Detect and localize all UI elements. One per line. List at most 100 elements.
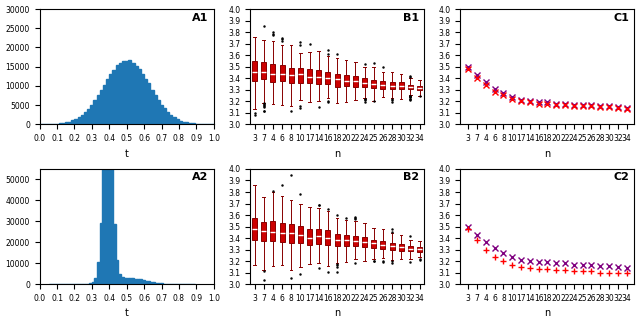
PathPatch shape: [289, 67, 294, 83]
PathPatch shape: [316, 229, 321, 244]
PathPatch shape: [399, 244, 404, 251]
Bar: [129, 278, 132, 284]
PathPatch shape: [399, 82, 404, 89]
PathPatch shape: [252, 61, 257, 81]
Text: B2: B2: [403, 172, 419, 182]
Bar: [128, 60, 131, 124]
X-axis label: t: t: [125, 148, 129, 158]
PathPatch shape: [252, 218, 257, 240]
PathPatch shape: [325, 72, 330, 84]
PathPatch shape: [371, 240, 376, 248]
Bar: [95, 278, 97, 284]
Bar: [134, 279, 137, 284]
Bar: [124, 278, 126, 284]
Bar: [93, 100, 97, 124]
Bar: [65, 122, 68, 124]
Bar: [126, 278, 129, 284]
Bar: [100, 90, 103, 124]
Bar: [62, 123, 65, 124]
PathPatch shape: [380, 81, 385, 89]
Bar: [89, 283, 92, 284]
Bar: [138, 69, 141, 124]
X-axis label: t: t: [125, 308, 129, 318]
Bar: [92, 282, 95, 284]
PathPatch shape: [408, 85, 413, 89]
PathPatch shape: [417, 86, 422, 90]
PathPatch shape: [353, 236, 358, 246]
PathPatch shape: [325, 230, 330, 245]
PathPatch shape: [380, 241, 385, 249]
Bar: [97, 95, 100, 124]
Bar: [100, 223, 102, 284]
Bar: [158, 283, 161, 284]
PathPatch shape: [390, 243, 395, 250]
Bar: [121, 277, 124, 284]
Text: C1: C1: [613, 13, 629, 22]
PathPatch shape: [335, 234, 340, 246]
Bar: [131, 63, 134, 124]
Bar: [59, 123, 62, 124]
X-axis label: n: n: [544, 148, 550, 158]
Bar: [154, 95, 157, 124]
Text: B1: B1: [403, 13, 419, 22]
Bar: [142, 280, 145, 284]
PathPatch shape: [417, 247, 422, 252]
Bar: [110, 166, 113, 284]
PathPatch shape: [344, 235, 349, 246]
PathPatch shape: [353, 76, 358, 87]
Bar: [81, 115, 84, 124]
Bar: [97, 262, 100, 284]
X-axis label: n: n: [334, 148, 340, 158]
PathPatch shape: [261, 62, 266, 79]
Bar: [105, 112, 108, 284]
PathPatch shape: [261, 222, 266, 241]
Bar: [137, 279, 140, 284]
Bar: [147, 281, 150, 284]
PathPatch shape: [316, 70, 321, 84]
Bar: [175, 119, 179, 124]
Bar: [90, 105, 93, 124]
PathPatch shape: [362, 78, 367, 87]
Bar: [141, 74, 144, 124]
PathPatch shape: [298, 226, 303, 243]
Bar: [87, 109, 90, 124]
Bar: [153, 282, 156, 284]
PathPatch shape: [298, 68, 303, 83]
Text: C2: C2: [613, 172, 629, 182]
Bar: [170, 115, 172, 124]
PathPatch shape: [307, 229, 312, 246]
Bar: [74, 119, 77, 124]
Bar: [140, 280, 142, 284]
Bar: [118, 274, 121, 284]
Bar: [109, 74, 113, 124]
Bar: [134, 66, 138, 124]
Bar: [163, 108, 166, 124]
Bar: [157, 100, 160, 124]
Bar: [145, 281, 147, 284]
Text: A2: A2: [192, 172, 209, 182]
Bar: [166, 112, 170, 124]
Text: A1: A1: [192, 13, 209, 22]
PathPatch shape: [390, 82, 395, 89]
PathPatch shape: [307, 69, 312, 83]
Bar: [188, 123, 191, 124]
Bar: [77, 117, 81, 124]
Bar: [125, 61, 128, 124]
Bar: [160, 105, 163, 124]
Bar: [182, 122, 185, 124]
Bar: [113, 70, 116, 124]
PathPatch shape: [270, 64, 275, 82]
PathPatch shape: [280, 65, 285, 81]
Bar: [150, 282, 153, 284]
Bar: [103, 85, 106, 124]
Bar: [68, 122, 71, 124]
Bar: [191, 123, 195, 124]
Bar: [71, 121, 74, 124]
Bar: [102, 161, 105, 284]
Bar: [156, 283, 158, 284]
X-axis label: n: n: [334, 308, 340, 318]
Bar: [144, 79, 147, 124]
PathPatch shape: [335, 74, 340, 87]
Bar: [113, 225, 116, 284]
Bar: [132, 278, 134, 284]
